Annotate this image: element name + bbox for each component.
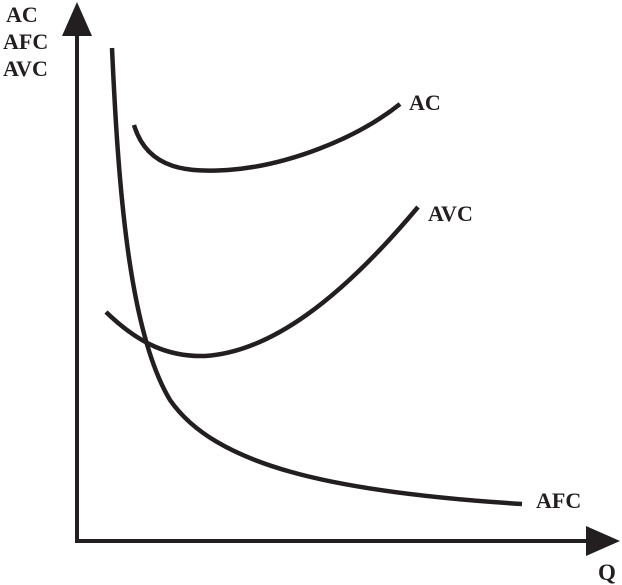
- y-axis-label-line-2: AFC: [3, 29, 48, 54]
- ac-curve: [131, 102, 402, 173]
- y-axis-label-line-1: AC: [6, 2, 38, 27]
- y-axis-arrowhead: [62, 2, 92, 36]
- afc-curve-label: AFC: [536, 488, 581, 513]
- avc-curve: [104, 205, 420, 359]
- y-axis-label-line-3: AVC: [3, 56, 48, 81]
- x-axis-arrowhead: [586, 526, 620, 556]
- avc-curve-label: AVC: [428, 201, 473, 226]
- x-axis-label: Q: [598, 560, 616, 585]
- ac-curve-label: AC: [409, 90, 441, 115]
- afc-curve: [109, 47, 523, 507]
